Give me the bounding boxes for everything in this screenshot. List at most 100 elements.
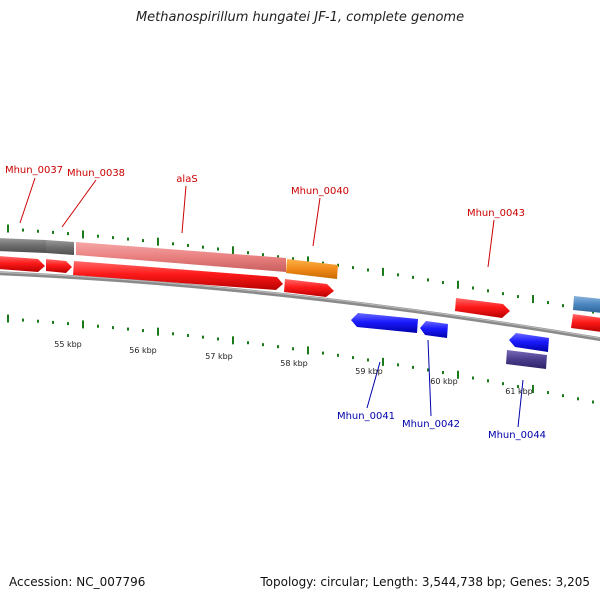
ruler-minor-tick [502,382,504,386]
ruler-major-tick [7,224,9,233]
cds-arrow-Mhun_0042[interactable] [420,321,448,338]
map-title: Methanospirillum hungatei JF-1, complete… [135,10,465,25]
ruler-minor-tick [172,242,174,246]
ruler-minor-tick [337,353,339,357]
ruler-minor-tick [292,347,294,351]
ruler-minor-tick [517,295,519,299]
cds-arrow-alaS[interactable] [73,261,283,290]
ruler-major-tick [307,256,309,265]
ruler-major-tick [232,336,234,345]
ruler-minor-tick [562,304,564,308]
scale-label-60kbp: 60 kbp [430,377,458,386]
cds-arrow-Mhun_0044[interactable] [509,333,549,352]
ruler-minor-tick [187,333,189,337]
ruler-minor-tick [172,332,174,336]
ruler-minor-tick [277,345,279,349]
ruler-minor-tick [472,286,474,290]
feature-Mhun_0038-region[interactable] [46,240,74,255]
ruler-minor-tick [67,232,69,236]
ruler-minor-tick [292,257,294,261]
ruler-minor-tick [442,371,444,375]
ruler-minor-tick [487,379,489,383]
ruler-major-tick [232,246,234,255]
ruler-major-tick [457,280,459,289]
ruler-minor-tick [97,234,99,238]
cds-arrow-Mhun_0043[interactable] [455,298,510,318]
feature-Mhun_0040-rna[interactable] [286,259,338,279]
ruler-minor-tick [487,289,489,293]
ruler-minor-tick [367,268,369,272]
ruler-major-tick [7,314,9,323]
accession-label: Accession: NC_007796 [9,575,146,589]
ruler-minor-tick [427,368,429,372]
leader-Mhun_0038 [61,179,97,228]
leader-Mhun_0044 [517,379,524,428]
leader-Mhun_0040 [312,197,321,247]
cds-arrow-offscreen-right[interactable] [571,314,600,332]
ruler-major-tick [307,346,309,355]
ruler-minor-tick [202,335,204,339]
cds-arrow-Mhun_0037[interactable] [0,256,45,272]
ruler-minor-tick [217,247,219,251]
sequence-backbone-highlight [0,271,600,339]
gene-label-Mhun_0037[interactable]: Mhun_0037 [5,165,63,176]
cds-arrow-Mhun_0038[interactable] [46,259,72,273]
feature-alaS-region[interactable] [76,242,286,272]
leader-Mhun_0041 [366,361,381,409]
ruler-minor-tick [112,326,114,330]
ruler-minor-tick [142,239,144,243]
ruler-minor-tick [247,341,249,345]
ruler-minor-tick [397,363,399,367]
ruler-major-tick [82,230,84,239]
ruler-minor-tick [322,261,324,265]
gene-label-Mhun_0038[interactable]: Mhun_0038 [67,168,125,179]
ruler-minor-tick [577,397,579,401]
ruler-minor-tick [97,324,99,328]
ruler-minor-tick [262,253,264,257]
ruler-minor-tick [352,356,354,360]
ruler-minor-tick [67,322,69,326]
ruler-minor-tick [547,301,549,305]
ruler-minor-tick [592,400,594,404]
ruler-minor-tick [52,320,54,324]
scale-label-57kbp: 57 kbp [205,352,233,361]
sequence-backbone [0,271,600,342]
cds-arrow-Mhun_0040[interactable] [284,279,334,297]
ruler-minor-tick [502,292,504,296]
ruler-minor-tick [427,278,429,282]
ruler-minor-tick [202,245,204,249]
gene-label-alaS[interactable]: alaS [176,174,197,185]
gene-label-Mhun_0040[interactable]: Mhun_0040 [291,186,349,197]
ruler-minor-tick [247,251,249,255]
ruler-minor-tick [277,255,279,259]
ruler-minor-tick [217,337,219,341]
gene-label-Mhun_0044[interactable]: Mhun_0044 [488,430,546,441]
ruler-minor-tick [127,327,129,331]
ruler-major-tick [457,370,459,379]
ruler-minor-tick [412,275,414,279]
ruler-minor-tick [397,273,399,277]
ruler-minor-tick [517,385,519,389]
ruler-minor-tick [352,266,354,270]
ruler-minor-tick [322,351,324,355]
ruler-minor-tick [472,376,474,380]
ruler-minor-tick [367,358,369,362]
leader-alaS [181,185,187,234]
ruler-minor-tick [127,237,129,241]
leader-Mhun_0037 [19,177,36,224]
feature-offscreen-right[interactable] [573,296,600,313]
genome-summary-label: Topology: circular; Length: 3,544,738 bp… [260,575,590,589]
gene-label-Mhun_0043[interactable]: Mhun_0043 [467,208,525,219]
ruler-minor-tick [562,394,564,398]
gene-label-Mhun_0041[interactable]: Mhun_0041 [337,411,395,422]
feature-Mhun_0044-region[interactable] [506,350,547,369]
ruler-minor-tick [262,343,264,347]
ruler-minor-tick [337,263,339,267]
gene-label-Mhun_0042[interactable]: Mhun_0042 [402,419,460,430]
ruler-minor-tick [112,236,114,240]
feature-Mhun_0037-region[interactable] [0,238,46,253]
cds-arrow-Mhun_0041[interactable] [351,313,418,333]
ruler-major-tick [382,267,384,276]
ruler-minor-tick [52,230,54,234]
